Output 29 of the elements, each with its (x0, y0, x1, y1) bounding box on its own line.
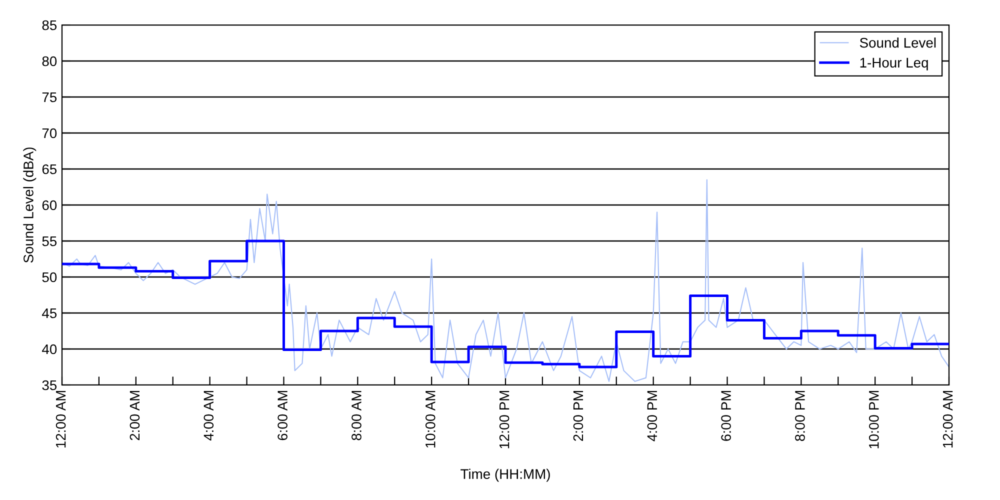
y-tick-label: 75 (42, 92, 57, 102)
x-tick-label: 4:00 AM (204, 391, 214, 440)
y-tick-label: 55 (42, 236, 57, 246)
y-tick-label: 80 (42, 56, 57, 66)
y-tick-label: 35 (42, 380, 57, 390)
x-tick-label: 10:00 AM (425, 390, 436, 448)
y-tick-label: 60 (42, 200, 57, 210)
x-tick-label: 12:00 AM (942, 390, 953, 448)
x-tick-label: 2:00 AM (130, 391, 140, 440)
x-tick-label: 8:00 AM (352, 391, 362, 440)
x-tick-label: 6:00 AM (278, 391, 288, 440)
x-tick-label: 10:00 PM (868, 390, 879, 448)
y-tick-label: 50 (42, 272, 57, 282)
y-tick-label: 45 (42, 308, 57, 318)
x-tick-label: 6:00 PM (721, 391, 731, 441)
legend-label: Sound Level (860, 38, 936, 48)
x-axis-title: Time (HH:MM) (460, 468, 550, 482)
x-tick-label: 12:00 AM (56, 390, 66, 448)
y-axis-title: Sound Level (dBA) (23, 148, 36, 263)
x-tick-label: 12:00 PM (499, 390, 510, 448)
line-series (62, 179, 949, 382)
x-tick-label: 2:00 PM (573, 391, 584, 441)
y-tick-label: 40 (42, 344, 57, 354)
y-tick-label: 65 (42, 164, 57, 174)
legend-label: 1-Hour Leq (860, 58, 928, 70)
y-tick-label: 70 (42, 128, 57, 138)
y-tick-label: 85 (42, 20, 57, 30)
x-tick-label: 4:00 PM (647, 391, 658, 442)
x-tick-label: 8:00 PM (795, 391, 805, 441)
